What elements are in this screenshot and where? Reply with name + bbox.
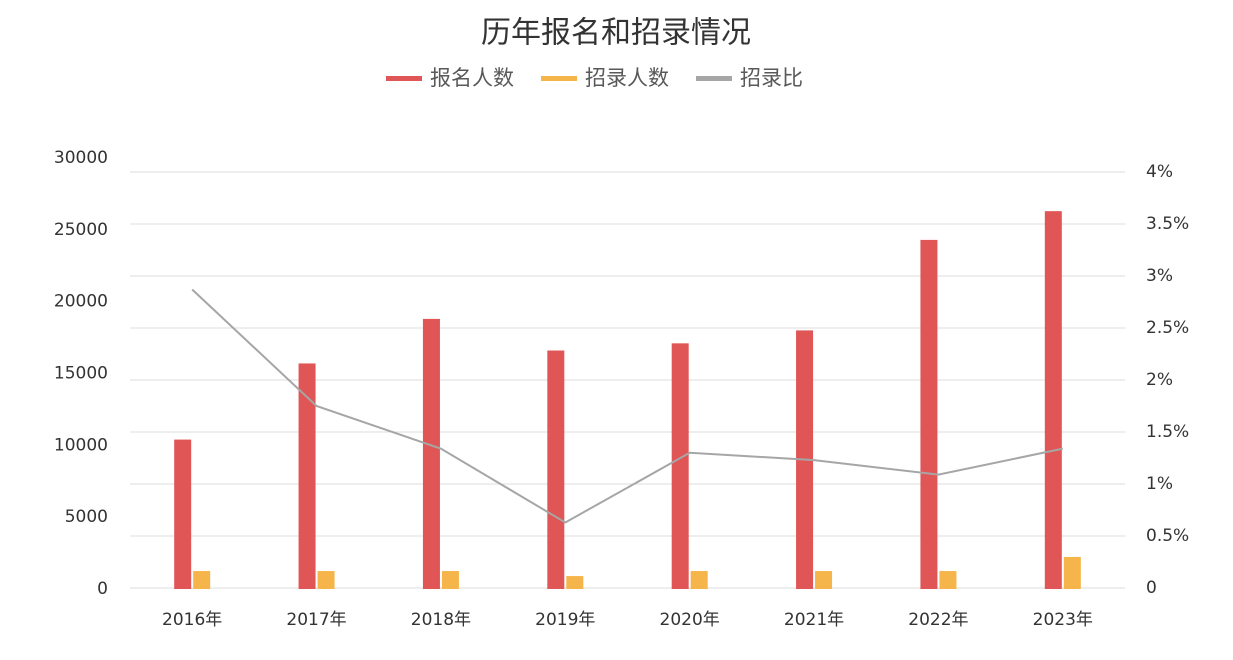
y2-tick-label: 2.5% [1146,318,1189,338]
y2-tick-label: 4% [1146,162,1173,182]
bar [317,571,335,589]
bar [939,571,957,589]
x-tick-label: 2017年 [286,610,346,630]
bar [298,363,316,589]
y-tick-label: 30000 [54,148,108,168]
legend-swatch [541,76,577,81]
y2-tick-label: 0.5% [1146,526,1189,546]
legend-label: 招录比 [740,66,803,90]
x-tick-label: 2021年 [784,610,844,630]
bar [566,576,584,589]
bar [547,350,565,589]
y2-tick-label: 3.5% [1146,214,1189,234]
bar [1044,211,1062,589]
legend: 报名人数 招录人数 招录比 [386,66,803,90]
y2-tick-label: 0 [1146,578,1157,598]
bar [1063,556,1081,589]
x-tick-label: 2018年 [411,610,471,630]
bar [690,571,708,589]
bar [174,439,192,589]
x-tick-label: 2022年 [908,610,968,630]
x-tick-label: 2019年 [535,610,595,630]
y-tick-label: 0 [97,579,108,599]
y-tick-label: 20000 [54,292,108,312]
bar [441,571,459,589]
x-tick-label: 2016年 [162,610,222,630]
y-tick-label: 15000 [54,364,108,384]
bar [671,343,689,589]
legend-label: 报名人数 [430,66,514,90]
y2-tick-label: 1% [1146,474,1173,494]
y-tick-label: 10000 [54,435,108,455]
x-tick-label: 2023年 [1033,610,1093,630]
legend-swatch [696,76,732,81]
legend-swatch [386,76,422,81]
y2-tick-label: 1.5% [1146,422,1189,442]
x-tick-label: 2020年 [660,610,720,630]
chart-title: 历年报名和招录情况 [481,16,751,51]
bar [422,318,440,589]
bar [920,239,938,589]
y2-tick-label: 2% [1146,370,1173,390]
legend-label: 招录人数 [585,66,669,90]
y2-tick-label: 3% [1146,266,1173,286]
y-tick-label: 5000 [65,507,108,527]
line [191,288,1064,524]
y-tick-label: 25000 [54,220,108,240]
bar [815,571,833,589]
bar [193,571,211,589]
